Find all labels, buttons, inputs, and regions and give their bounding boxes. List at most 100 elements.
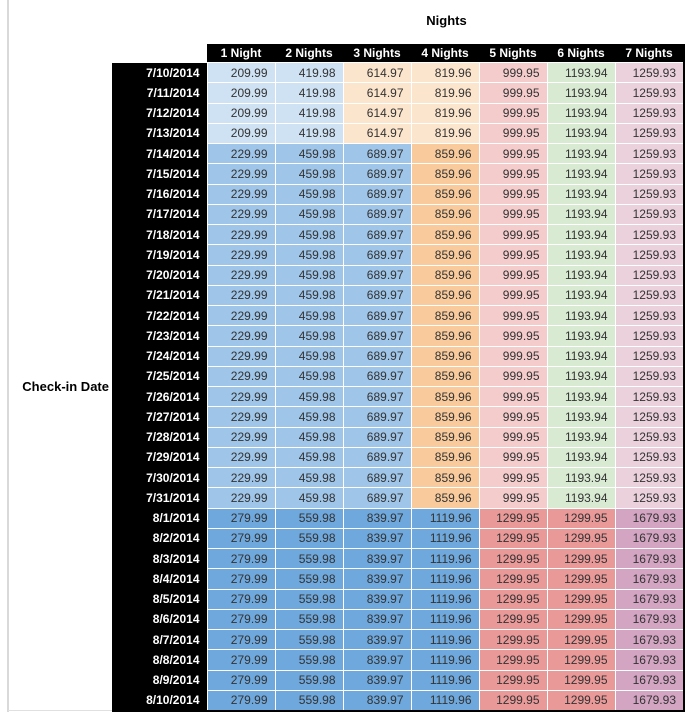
price-cell[interactable]: 279.99: [206, 628, 276, 651]
price-cell[interactable]: 1299.95: [546, 507, 616, 529]
price-cell[interactable]: 1119.96: [410, 669, 480, 691]
column-header-1-nights[interactable]: 1 Night: [207, 44, 275, 63]
price-cell[interactable]: 859.96: [410, 487, 480, 509]
row-date-cell[interactable]: 7/12/2014: [112, 103, 207, 124]
price-cell[interactable]: 689.97: [342, 183, 412, 205]
row-date-cell[interactable]: 7/11/2014: [112, 82, 207, 103]
row-date-cell[interactable]: 7/17/2014: [112, 204, 207, 225]
price-cell[interactable]: 689.97: [342, 264, 412, 286]
price-cell[interactable]: 1679.93: [614, 568, 685, 590]
price-cell[interactable]: 1679.93: [614, 628, 685, 651]
price-cell[interactable]: 999.95: [478, 183, 548, 205]
price-cell[interactable]: 689.97: [342, 203, 412, 226]
price-cell[interactable]: 559.98: [274, 527, 344, 550]
price-cell[interactable]: 559.98: [274, 628, 344, 651]
price-cell[interactable]: 689.97: [342, 365, 412, 388]
price-cell[interactable]: 689.97: [342, 142, 412, 165]
price-cell[interactable]: 689.97: [342, 244, 412, 266]
price-cell[interactable]: 1259.93: [614, 304, 685, 327]
price-cell[interactable]: 279.99: [206, 669, 276, 691]
price-cell[interactable]: 1259.93: [614, 102, 685, 124]
price-cell[interactable]: 1119.96: [410, 527, 480, 550]
price-cell[interactable]: 614.97: [342, 102, 412, 124]
row-date-cell[interactable]: 7/26/2014: [112, 386, 207, 407]
price-cell[interactable]: 1299.95: [478, 689, 548, 712]
price-cell[interactable]: 999.95: [478, 244, 548, 266]
price-cell[interactable]: 419.98: [274, 82, 344, 104]
price-cell[interactable]: 1259.93: [614, 487, 685, 509]
row-date-cell[interactable]: 7/18/2014: [112, 224, 207, 245]
price-cell[interactable]: 1193.94: [546, 122, 616, 145]
price-cell[interactable]: 279.99: [206, 588, 276, 610]
price-cell[interactable]: 459.98: [274, 446, 344, 469]
price-cell[interactable]: 999.95: [478, 426, 548, 448]
price-cell[interactable]: 1259.93: [614, 345, 685, 367]
price-cell[interactable]: 1119.96: [410, 588, 480, 610]
price-cell[interactable]: 459.98: [274, 325, 344, 347]
row-date-cell[interactable]: 7/23/2014: [112, 325, 207, 346]
price-cell[interactable]: 459.98: [274, 487, 344, 509]
price-cell[interactable]: 1679.93: [614, 689, 685, 712]
price-cell[interactable]: 859.96: [410, 466, 480, 489]
price-cell[interactable]: 1679.93: [614, 588, 685, 610]
price-cell[interactable]: 1193.94: [546, 325, 616, 347]
row-date-cell[interactable]: 7/27/2014: [112, 406, 207, 427]
price-cell[interactable]: 1299.95: [546, 669, 616, 691]
price-cell[interactable]: 279.99: [206, 507, 276, 529]
price-cell[interactable]: 1299.95: [546, 608, 616, 631]
price-cell[interactable]: 689.97: [342, 487, 412, 509]
price-cell[interactable]: 279.99: [206, 689, 276, 712]
row-date-cell[interactable]: 8/3/2014: [112, 548, 207, 569]
price-cell[interactable]: 229.99: [206, 365, 276, 388]
price-cell[interactable]: 1259.93: [614, 325, 685, 347]
price-cell[interactable]: 559.98: [274, 608, 344, 631]
price-cell[interactable]: 859.96: [410, 203, 480, 226]
price-cell[interactable]: 229.99: [206, 284, 276, 307]
price-cell[interactable]: 1299.95: [478, 608, 548, 631]
price-cell[interactable]: 229.99: [206, 466, 276, 489]
price-cell[interactable]: 459.98: [274, 183, 344, 205]
price-cell[interactable]: 1299.95: [546, 527, 616, 550]
price-cell[interactable]: 1259.93: [614, 61, 685, 84]
price-cell[interactable]: 419.98: [274, 61, 344, 84]
price-cell[interactable]: 229.99: [206, 406, 276, 428]
price-cell[interactable]: 1193.94: [546, 284, 616, 307]
price-cell[interactable]: 614.97: [342, 82, 412, 104]
price-cell[interactable]: 1193.94: [546, 183, 616, 205]
price-cell[interactable]: 229.99: [206, 244, 276, 266]
price-cell[interactable]: 459.98: [274, 244, 344, 266]
price-cell[interactable]: 839.97: [342, 588, 412, 610]
price-cell[interactable]: 999.95: [478, 163, 548, 185]
price-cell[interactable]: 1193.94: [546, 345, 616, 367]
price-cell[interactable]: 1679.93: [614, 608, 685, 631]
price-cell[interactable]: 1193.94: [546, 466, 616, 489]
price-cell[interactable]: 1299.95: [546, 588, 616, 610]
price-cell[interactable]: 999.95: [478, 264, 548, 286]
price-cell[interactable]: 459.98: [274, 203, 344, 226]
price-cell[interactable]: 859.96: [410, 264, 480, 286]
price-cell[interactable]: 689.97: [342, 426, 412, 448]
price-cell[interactable]: 229.99: [206, 304, 276, 327]
price-cell[interactable]: 1299.95: [546, 649, 616, 671]
price-cell[interactable]: 419.98: [274, 122, 344, 145]
price-cell[interactable]: 1193.94: [546, 203, 616, 226]
price-cell[interactable]: 839.97: [342, 608, 412, 631]
price-cell[interactable]: 459.98: [274, 466, 344, 489]
price-cell[interactable]: 279.99: [206, 568, 276, 590]
price-cell[interactable]: 1299.95: [478, 507, 548, 529]
price-cell[interactable]: 1259.93: [614, 426, 685, 448]
price-cell[interactable]: 1193.94: [546, 406, 616, 428]
price-cell[interactable]: 559.98: [274, 649, 344, 671]
column-header-6-nights[interactable]: 6 Nights: [547, 44, 615, 63]
price-cell[interactable]: 999.95: [478, 487, 548, 509]
row-date-cell[interactable]: 7/25/2014: [112, 366, 207, 387]
price-cell[interactable]: 1193.94: [546, 61, 616, 84]
price-cell[interactable]: 1259.93: [614, 223, 685, 246]
row-date-cell[interactable]: 8/4/2014: [112, 568, 207, 589]
price-cell[interactable]: 999.95: [478, 345, 548, 367]
price-cell[interactable]: 859.96: [410, 183, 480, 205]
price-cell[interactable]: 1193.94: [546, 264, 616, 286]
price-cell[interactable]: 839.97: [342, 527, 412, 550]
price-cell[interactable]: 689.97: [342, 163, 412, 185]
price-cell[interactable]: 459.98: [274, 264, 344, 286]
